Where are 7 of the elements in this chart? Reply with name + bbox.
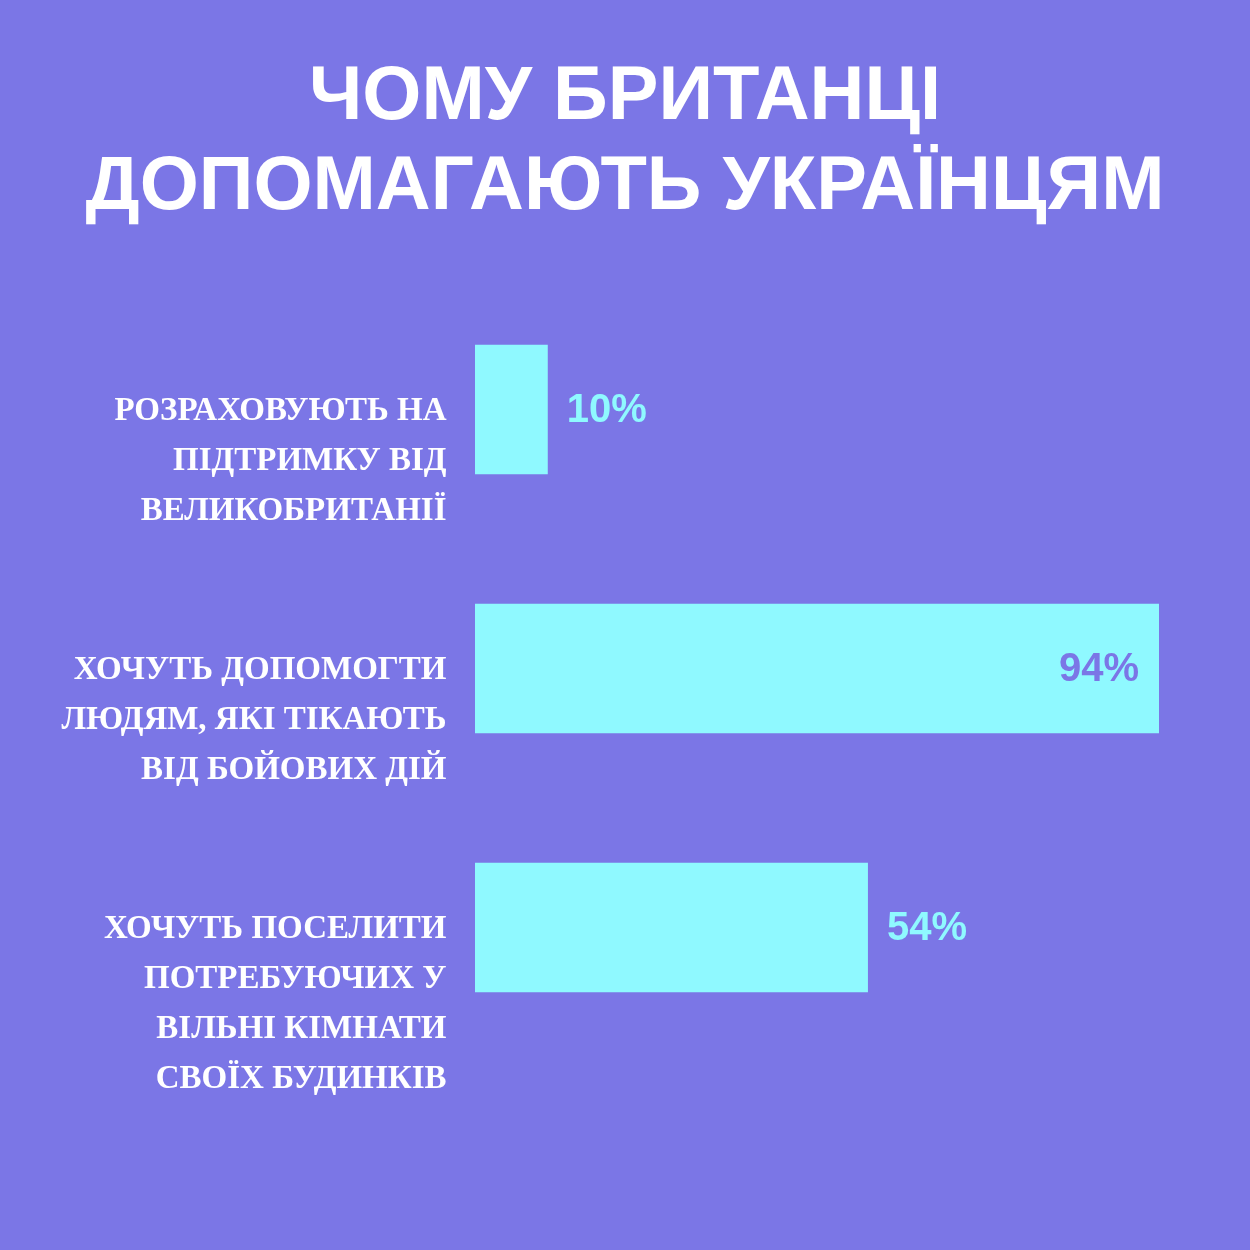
data-label: 10% (566, 385, 647, 430)
chart-title: ЧОМУ БРИТАНЦІ ДОПОМАГАЮТЬ УКРАЇНЦЯМ (85, 50, 1165, 225)
data-label: 94% (1058, 644, 1139, 689)
data-label: 54% (886, 903, 967, 948)
y-tick-label: ХОЧУТЬ ПОСЕЛИТИ ПОТРЕБУЮЧИХ У ВІЛЬНІ КІМНАТИ СВОЇХ БУДИНКІВ (103, 908, 447, 1095)
y-tick-label: ХОЧУТЬ ДОПОМОГТИ ЛЮДЯМ, ЯКІ ТІКАЮТЬ ВІД БОЙОВИХ ДІЙ (61, 649, 447, 786)
y-tick-label: РОЗРАХОВУЮТЬ НА ПІДТРИМКУ ВІД ВЕЛИКОБРИТАНІЇ (114, 390, 447, 527)
